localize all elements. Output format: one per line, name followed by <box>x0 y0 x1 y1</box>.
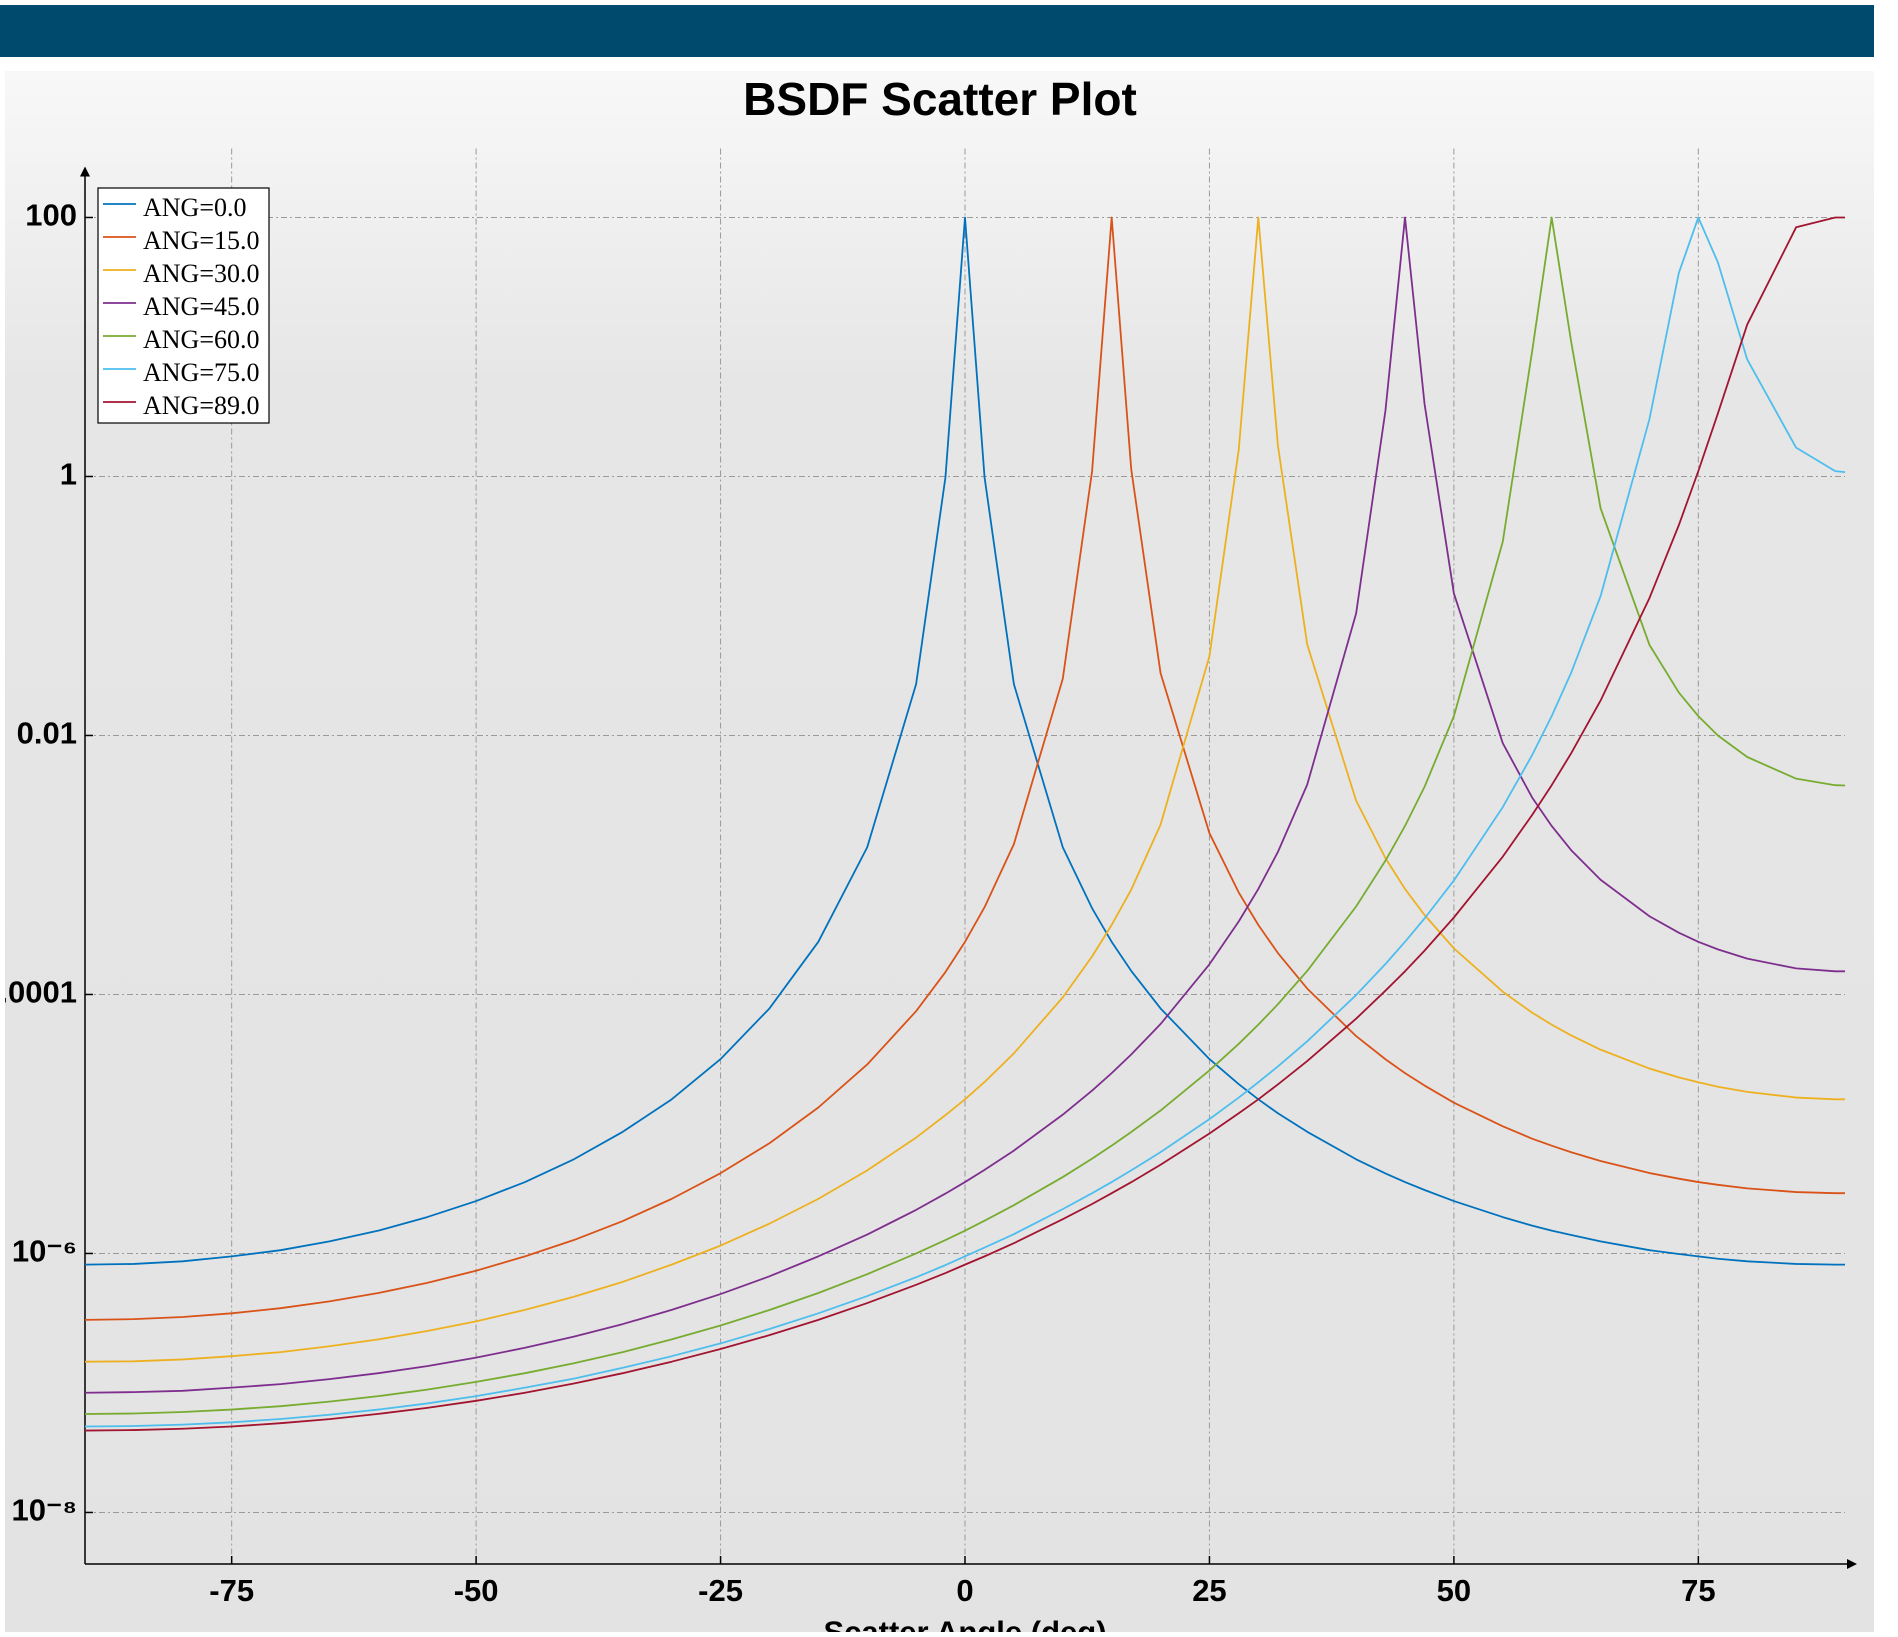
x-tick-label: 0 <box>956 1573 973 1608</box>
x-tick-label: 50 <box>1437 1573 1471 1608</box>
series-line <box>84 216 1845 1266</box>
legend-label: ANG=30.0 <box>143 259 260 288</box>
x-axis-arrow <box>1847 1559 1857 1569</box>
series-line <box>84 216 1845 1432</box>
x-tick-label: -50 <box>454 1573 499 1608</box>
y-tick-label: 0.01 <box>17 716 77 751</box>
series-line <box>84 216 1845 1363</box>
legend-label: ANG=0.0 <box>143 193 247 222</box>
chart-title: BSDF Scatter Plot <box>743 73 1137 125</box>
x-tick-label: -25 <box>698 1573 743 1608</box>
x-axis-label: Scatter Angle (deg) <box>823 1614 1106 1632</box>
series-line <box>84 216 1845 1394</box>
y-tick-label: 10⁻⁸ <box>12 1493 78 1528</box>
y-tick-label: 10⁻⁶ <box>12 1234 77 1269</box>
header-bar <box>0 5 1874 57</box>
series-line <box>84 216 1845 1321</box>
x-tick-label: 75 <box>1681 1573 1715 1608</box>
legend-label: ANG=60.0 <box>143 325 260 354</box>
legend-label: ANG=15.0 <box>143 226 260 255</box>
x-tick-label: -75 <box>209 1573 254 1608</box>
y-tick-label: 0.0001 <box>0 975 77 1010</box>
y-tick-label: 1 <box>60 457 77 492</box>
x-tick-label: 25 <box>1192 1573 1226 1608</box>
legend-box <box>97 187 270 424</box>
legend-label: ANG=75.0 <box>143 358 260 387</box>
series-line <box>84 216 1846 1428</box>
legend-label: ANG=89.0 <box>143 391 260 420</box>
y-tick-label: 100 <box>25 198 77 233</box>
plot-area: Scatter Angle (deg) 10⁻⁸ 10⁻⁶ 0.0001 0.01 1 1… <box>0 148 1857 1632</box>
y-axis-arrow <box>80 166 90 177</box>
legend: ANG=0.0 ANG=15.0 ANG=30.0 ANG=45.0 ANG=60.0 A… <box>97 187 270 424</box>
legend-label: ANG=45.0 <box>143 292 260 321</box>
plot-panel <box>5 71 1874 1632</box>
series-line <box>84 216 1846 1415</box>
